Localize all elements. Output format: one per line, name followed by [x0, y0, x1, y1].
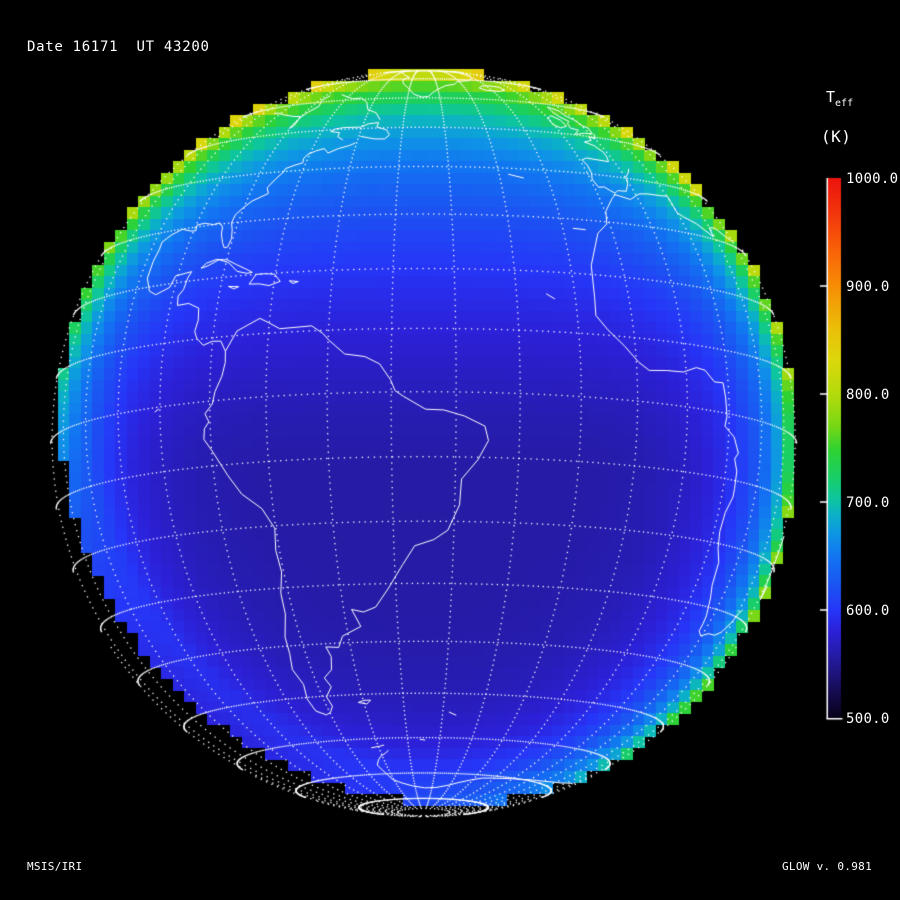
colorbar-title-main: T — [826, 88, 836, 106]
colorbar-units: (K) — [821, 127, 852, 146]
colorbar-tick-label: 900.0 — [846, 279, 890, 295]
colorbar-tick-label: 800.0 — [846, 387, 890, 403]
colorbar-title-subscript: eff — [835, 98, 854, 109]
colorbar-tick-label: 1000.0 — [846, 171, 899, 187]
model-label: MSIS/IRI — [27, 860, 83, 873]
version-label: GLOW v. 0.981 — [782, 860, 872, 873]
colorbar-tick-label: 700.0 — [846, 495, 890, 511]
date-label: Date 16171 UT 43200 — [27, 39, 210, 55]
colorbar-tick-label: 500.0 — [846, 711, 890, 727]
colorbar-title: Teff — [826, 88, 853, 109]
colorbar-tick-label: 600.0 — [846, 603, 890, 619]
